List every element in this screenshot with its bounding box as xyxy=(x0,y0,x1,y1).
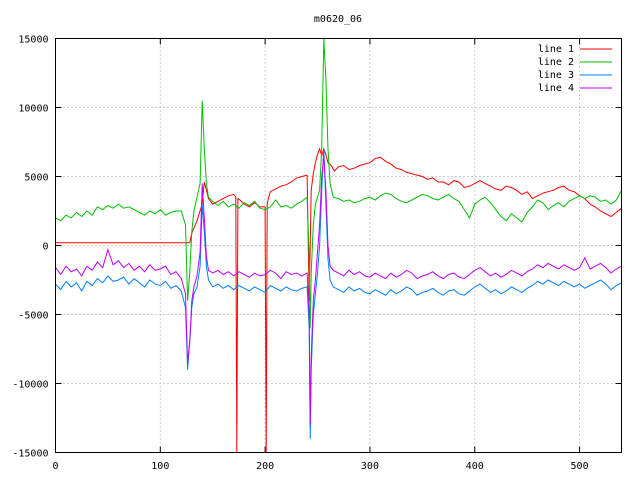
legend-label-1: line 1 xyxy=(538,44,574,55)
series-lines xyxy=(55,38,622,453)
series-line-1 xyxy=(55,147,622,453)
x-tick-label: 200 xyxy=(256,461,274,472)
legend: line 1 line 2 line 3 line 4 xyxy=(538,44,612,94)
axis-ticks: -15000 -10000 -5000 0 5000 10000 15000 0 100 200 3… xyxy=(12,35,622,472)
legend-label-2: line 2 xyxy=(538,57,574,68)
x-tick-label: 400 xyxy=(466,461,484,472)
legend-label-4: line 4 xyxy=(538,83,574,94)
y-tick-label: 10000 xyxy=(18,104,48,115)
grid-lines xyxy=(55,38,622,453)
y-tick-label: 0 xyxy=(42,242,48,253)
x-tick-label: 500 xyxy=(571,461,589,472)
x-tick-label: 0 xyxy=(52,461,58,472)
series-line-4 xyxy=(55,155,622,425)
plot-frame xyxy=(55,38,622,453)
legend-label-3: line 3 xyxy=(538,70,574,81)
y-tick-label: 5000 xyxy=(24,173,48,184)
x-tick-label: 100 xyxy=(151,461,169,472)
y-tick-label: -5000 xyxy=(18,311,48,322)
chart-title: m0620_06 xyxy=(314,14,362,25)
y-tick-label: -15000 xyxy=(12,449,48,460)
series-line-2 xyxy=(55,38,622,329)
x-tick-label: 300 xyxy=(361,461,379,472)
y-tick-label: 15000 xyxy=(18,35,48,46)
series-line-3 xyxy=(55,148,622,439)
y-tick-label: -10000 xyxy=(12,380,48,391)
